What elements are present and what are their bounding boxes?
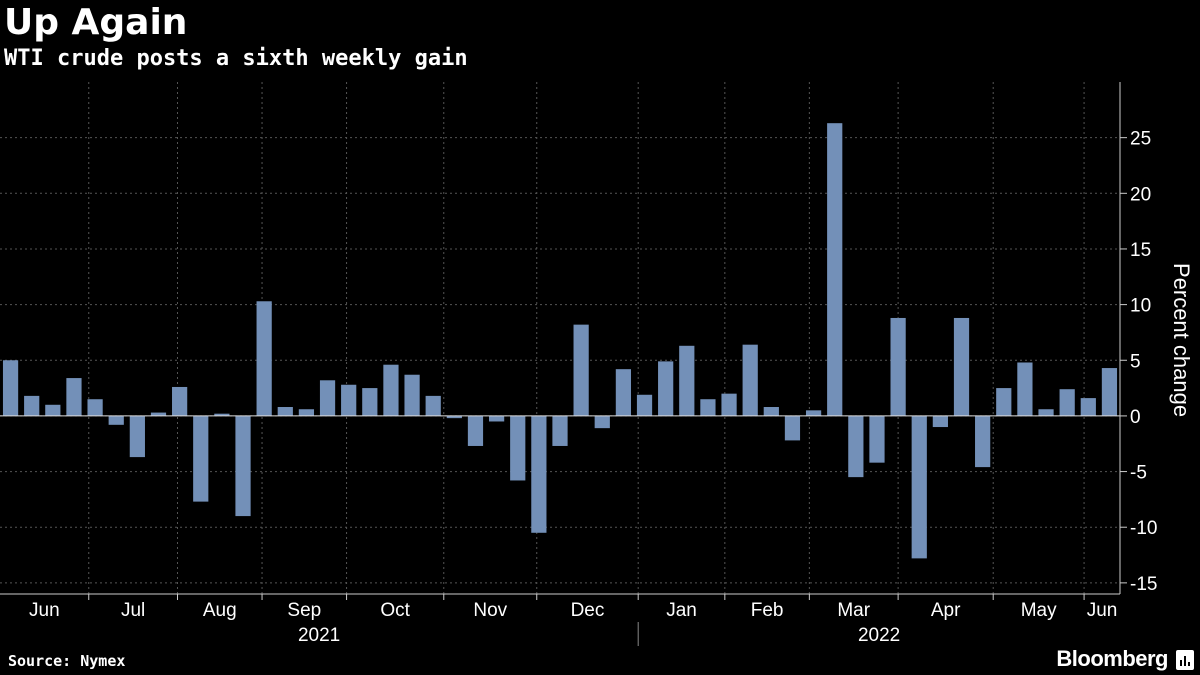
y-axis-label: Percent change — [1169, 263, 1194, 417]
bar — [362, 388, 378, 416]
x-tick-label: Mar — [837, 600, 870, 621]
bar-series — [2, 123, 1118, 559]
y-tick-label: 0 — [1130, 407, 1141, 428]
bar — [129, 415, 145, 458]
y-tick-label: -15 — [1130, 574, 1157, 595]
x-tick-label: May — [1021, 600, 1057, 621]
brand-logo: Bloomberg — [1056, 646, 1168, 671]
bar — [679, 345, 695, 416]
y-tick-label: 5 — [1130, 351, 1141, 372]
bar — [1080, 398, 1096, 416]
bar — [573, 324, 589, 416]
y-tick-label: -5 — [1130, 463, 1147, 484]
bar — [256, 301, 272, 416]
bar — [975, 415, 991, 468]
bar — [510, 415, 526, 481]
axes — [0, 82, 1127, 646]
y-tick-label: -10 — [1130, 518, 1157, 539]
bar — [298, 409, 315, 416]
bar — [996, 388, 1012, 416]
bar — [404, 374, 420, 416]
bar — [425, 395, 441, 416]
bar — [172, 386, 188, 416]
bar — [721, 393, 737, 416]
x-tick-label: Oct — [380, 600, 410, 621]
bar — [827, 123, 843, 416]
bar — [2, 360, 19, 416]
bar — [890, 317, 906, 416]
bar — [636, 394, 653, 416]
x-tick-label: Aug — [203, 600, 237, 621]
bar — [531, 415, 547, 533]
x-tick-label: Jul — [121, 600, 145, 621]
x-tick-label: Sep — [287, 600, 321, 621]
bar — [1101, 368, 1118, 416]
y-tick-label: 25 — [1130, 129, 1151, 150]
bar — [108, 415, 124, 425]
bar — [24, 395, 40, 416]
x-tick-label: Feb — [751, 600, 784, 621]
bar — [150, 412, 167, 416]
bar — [594, 415, 610, 429]
x-tick-label: Dec — [571, 600, 605, 621]
chart-subtitle: WTI crude posts a sixth weekly gain — [4, 46, 468, 71]
bar — [953, 317, 970, 416]
bar — [615, 369, 632, 416]
bar — [742, 344, 758, 416]
bar — [235, 415, 251, 517]
bloomberg-terminal-icon — [1176, 650, 1194, 670]
y-tick-label: 15 — [1130, 240, 1151, 261]
bar — [700, 399, 716, 416]
bar — [87, 399, 103, 416]
bar — [869, 415, 885, 463]
bar — [319, 380, 336, 416]
x-tick-label: Jun — [1087, 600, 1118, 621]
bar — [805, 410, 822, 416]
bar — [446, 415, 462, 419]
x-tick-label: Nov — [473, 600, 507, 621]
bar — [763, 407, 779, 416]
bar — [467, 415, 484, 446]
bar — [1038, 409, 1054, 416]
bar — [848, 415, 864, 478]
bar — [658, 361, 674, 416]
bar — [193, 415, 209, 502]
bar — [383, 364, 399, 416]
y-axis-tick-labels: -15 -10 -5 0 5 10 15 20 25 — [1130, 129, 1157, 595]
x-tick-label: Jun — [29, 600, 60, 621]
bar — [911, 415, 927, 559]
bar — [552, 415, 568, 446]
bar — [932, 415, 948, 428]
bar — [66, 378, 82, 416]
x-tick-label: Apr — [931, 600, 961, 621]
bar — [1059, 389, 1075, 416]
x-axis-tick-labels: Jun Jul Aug Sep Oct Nov Dec Jan Feb Mar Apr May Jun 2… — [29, 600, 1117, 646]
chart-title: Up Again — [4, 2, 188, 43]
bar — [45, 404, 61, 416]
bar — [1017, 362, 1033, 416]
bar — [277, 407, 293, 416]
y-tick-label: 20 — [1130, 184, 1151, 205]
y-tick-label: 10 — [1130, 296, 1151, 317]
bar — [784, 415, 801, 441]
bar — [488, 415, 505, 422]
x-tick-label: Jan — [666, 600, 697, 621]
year-label: 2021 — [298, 625, 340, 646]
year-label: 2022 — [858, 625, 900, 646]
bar — [341, 384, 357, 416]
bar — [214, 413, 230, 416]
grid-lines — [0, 82, 1120, 594]
source-note: Source: Nymex — [8, 652, 126, 670]
